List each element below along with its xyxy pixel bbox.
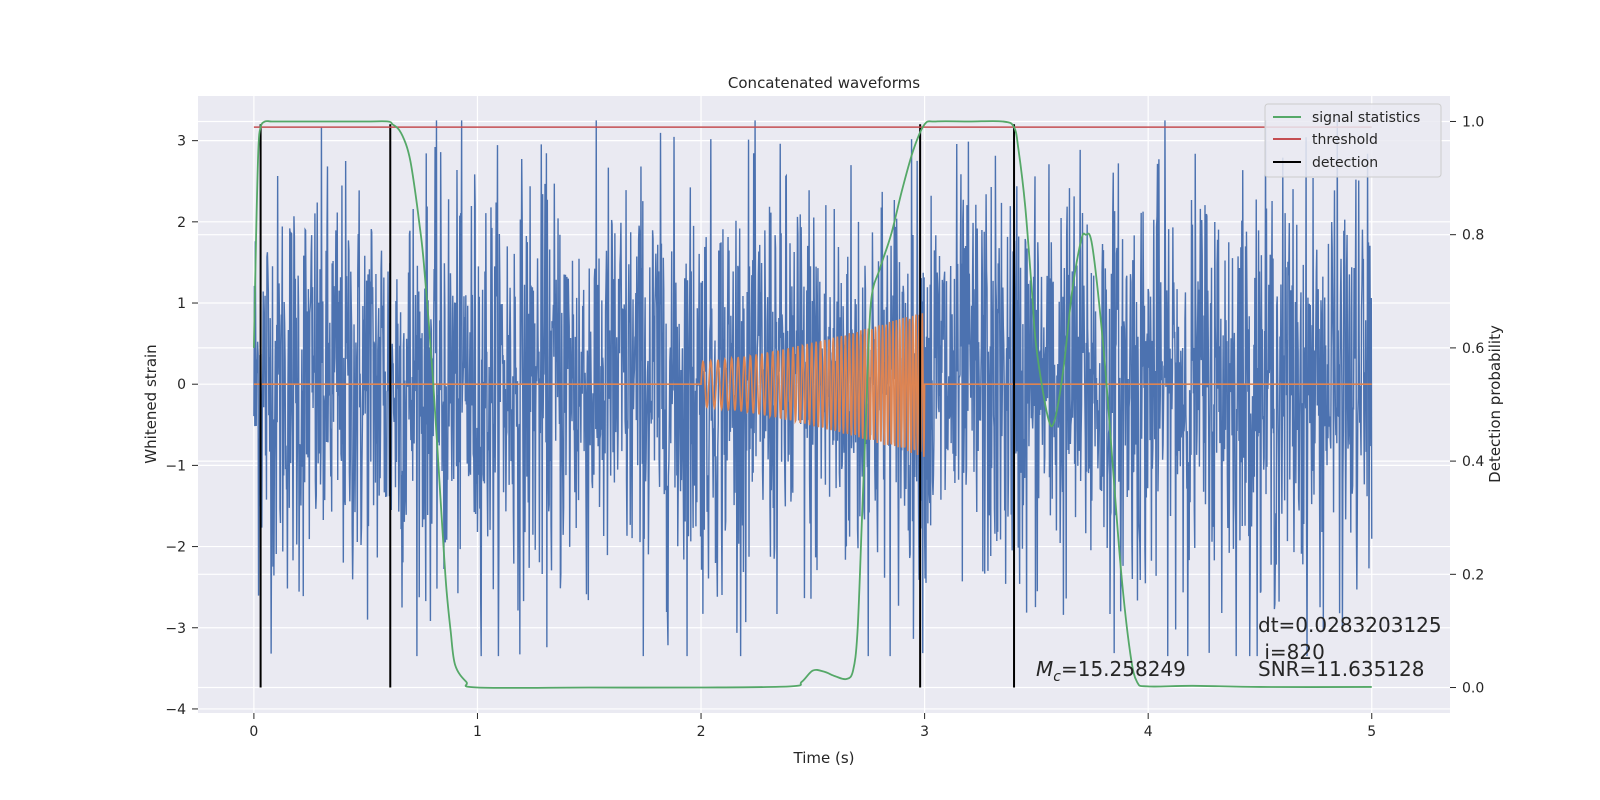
- y-right-tick-label: 0.2: [1462, 567, 1484, 583]
- legend-label-signal-statistics: signal statistics: [1312, 110, 1420, 126]
- annotation-mc-value: =15.258249: [1061, 657, 1186, 681]
- y-left-tick-label: −2: [165, 540, 186, 556]
- y-axis-label-right: Detection probability: [1486, 325, 1504, 483]
- annotation-snr: SNR=11.635128: [1258, 657, 1424, 681]
- annotation-i: i=820: [1258, 640, 1325, 664]
- legend: signal statistics threshold detection: [1264, 103, 1442, 178]
- x-tick-label: 4: [1144, 724, 1153, 740]
- y-left-tick-label: −4: [165, 702, 186, 718]
- y-right-tick-label: 0.0: [1462, 681, 1484, 697]
- x-tick-label: 3: [920, 724, 929, 740]
- y-left-tick-label: 3: [177, 134, 186, 150]
- y-left-tick-label: −3: [165, 621, 186, 637]
- y-left-tick-label: 0: [177, 377, 186, 393]
- series-injected-chirp: [253, 313, 1372, 457]
- annotation-mc: Mc=15.258249: [1036, 657, 1186, 685]
- chart-title: Concatenated waveforms: [728, 74, 920, 92]
- series-layer: [252, 120, 1373, 689]
- legend-box: [1264, 103, 1442, 178]
- annotation-dt: dt=0.0283203125: [1258, 613, 1442, 637]
- x-tick-label: 1: [473, 724, 482, 740]
- x-tick-label: 5: [1367, 724, 1376, 740]
- x-tick-label: 0: [249, 724, 258, 740]
- annotation-mc-symbol: M: [1036, 657, 1053, 681]
- y-right-tick-label: 0.8: [1462, 228, 1484, 244]
- x-tick-label: 2: [697, 724, 706, 740]
- y-right-tick-label: 1.0: [1462, 114, 1484, 130]
- legend-label-threshold: threshold: [1312, 132, 1378, 148]
- series-signal-statistics: [252, 120, 1372, 689]
- x-axis-label: Time (s): [793, 749, 855, 767]
- y-left-tick-label: 1: [177, 296, 186, 312]
- annotation-mc-subscript: c: [1053, 669, 1061, 685]
- y-axis-label-left: Whitened strain: [142, 344, 160, 463]
- y-right-tick-label: 0.4: [1462, 454, 1484, 470]
- ticks: 0 1 2 3 4 5 −4 −3 −2 −1 0 1 2 3 0.0 0.2 0.4 0.6 0.8 1.0: [165, 114, 1484, 740]
- legend-label-detection: detection: [1312, 155, 1378, 171]
- y-left-tick-label: −1: [165, 458, 186, 474]
- y-left-tick-label: 2: [177, 215, 186, 231]
- series-whitened-strain: [253, 120, 1373, 657]
- y-right-tick-label: 0.6: [1462, 341, 1484, 357]
